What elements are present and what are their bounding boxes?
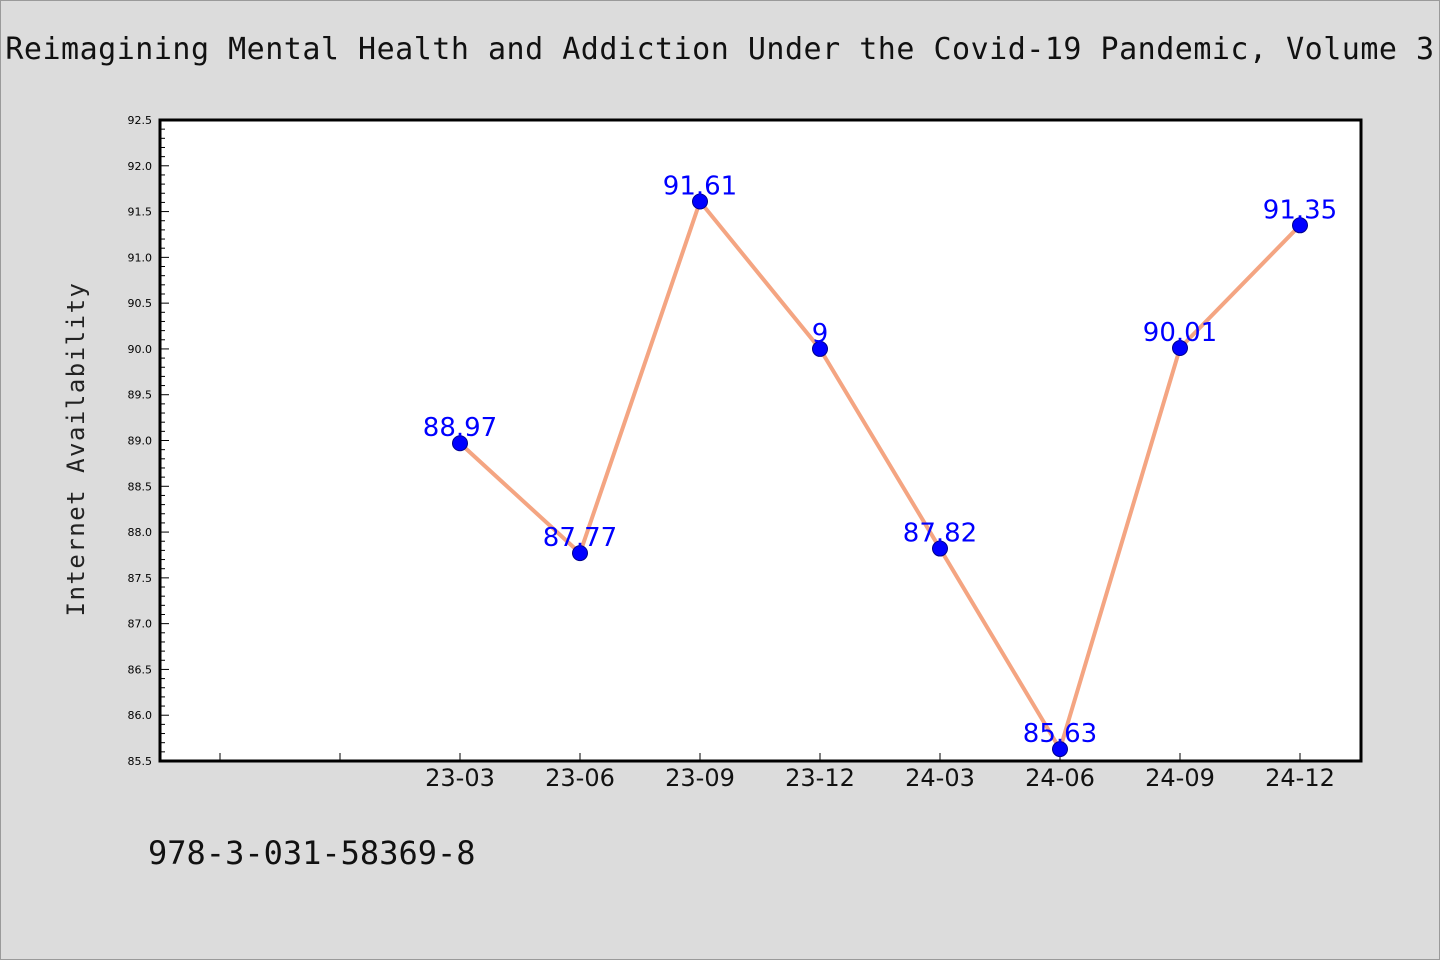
- y-tick-label: 88.5: [128, 480, 153, 493]
- series-line: [458, 199, 1302, 752]
- y-axis: 85.5 86.0 86.5 87.0 87.5 88.0 88.5 89.0 89.5 90.0…: [128, 114, 169, 768]
- x-tick-label: 23-03: [425, 764, 495, 792]
- x-axis: 23-03 23-06 23-09 23-12 24-03 24-06 24-09 24-12: [219, 753, 1335, 792]
- isbn-text: 978-3-031-58369-8: [148, 834, 476, 872]
- y-tick-label: 90.5: [128, 297, 153, 310]
- y-tick-label: 91.5: [128, 206, 153, 219]
- y-tick-label: 90.0: [128, 343, 153, 356]
- data-label: 9: [812, 319, 829, 349]
- chart-title: Reimagining Mental Health and Addiction …: [5, 32, 1435, 67]
- data-point: [692, 193, 708, 210]
- data-label: 88.97: [423, 413, 497, 443]
- data-point: [452, 435, 468, 452]
- data-label: 87.82: [903, 519, 977, 549]
- x-tick-label: 23-12: [785, 764, 855, 792]
- data-label: 90.01: [1143, 318, 1217, 348]
- y-tick-label: 89.5: [128, 389, 153, 402]
- data-point: [932, 540, 948, 557]
- x-tick-label: 23-06: [545, 764, 615, 792]
- x-tick-label: 24-06: [1025, 764, 1095, 792]
- y-tick-label: 87.0: [128, 618, 153, 631]
- y-tick-label: 89.0: [128, 435, 153, 448]
- plot-area: [158, 118, 1363, 763]
- y-tick-label: 91.0: [128, 251, 153, 264]
- data-label: 85.63: [1023, 719, 1097, 749]
- x-tick-label: 24-03: [905, 764, 975, 792]
- data-point: [572, 545, 588, 562]
- data-label: 91.61: [663, 171, 737, 201]
- x-tick-label: 24-12: [1265, 764, 1335, 792]
- x-tick-label: 24-09: [1145, 764, 1215, 792]
- y-tick-label: 86.5: [128, 663, 153, 676]
- y-tick-label: 85.5: [128, 755, 153, 768]
- data-label: 87.77: [543, 523, 617, 553]
- x-tick-label: 23-09: [665, 764, 735, 792]
- data-point: [1292, 217, 1308, 234]
- y-tick-label: 87.5: [128, 572, 153, 585]
- data-point: [1052, 741, 1068, 758]
- y-tick-label: 88.0: [128, 526, 153, 539]
- y-tick-label: 92.5: [128, 114, 153, 127]
- y-tick-label: 92.0: [128, 160, 153, 173]
- y-tick-label: 86.0: [128, 709, 153, 722]
- data-label: 91.35: [1263, 195, 1337, 225]
- data-point: [1172, 340, 1188, 357]
- data-point: [812, 340, 828, 357]
- series-layer: 88.97 87.77 91.61 9 87.82 85.63 90.01 91.35: [423, 171, 1337, 758]
